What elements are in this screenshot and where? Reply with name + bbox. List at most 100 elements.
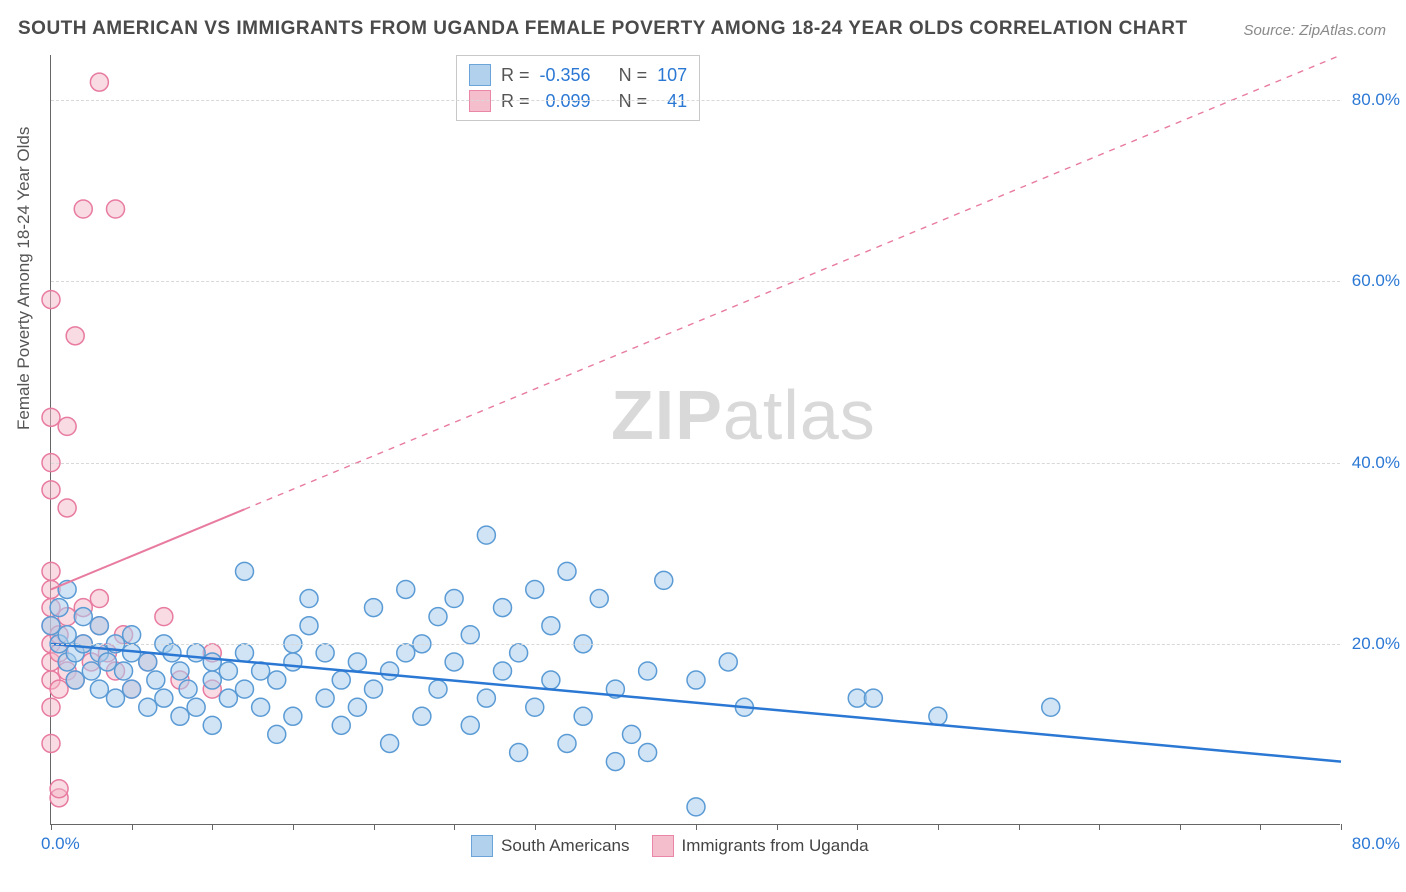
- data-point: [42, 562, 60, 580]
- data-point: [461, 716, 479, 734]
- swatch-series-a: [469, 64, 491, 86]
- data-point: [332, 671, 350, 689]
- data-point: [82, 662, 100, 680]
- gridline: [51, 281, 1340, 282]
- legend-item-b: Immigrants from Uganda: [652, 835, 869, 857]
- data-point: [74, 200, 92, 218]
- xtick: [454, 824, 455, 830]
- gridline: [51, 100, 1340, 101]
- data-point: [1042, 698, 1060, 716]
- data-point: [623, 725, 641, 743]
- ytick-label: 20.0%: [1352, 634, 1400, 654]
- data-point: [42, 698, 60, 716]
- data-point: [655, 571, 673, 589]
- y-axis-label: Female Poverty Among 18-24 Year Olds: [14, 127, 34, 430]
- data-point: [639, 744, 657, 762]
- data-point: [687, 671, 705, 689]
- legend-swatch-a: [471, 835, 493, 857]
- legend-label-a: South Americans: [501, 836, 630, 856]
- data-point: [171, 707, 189, 725]
- plot-area: ZIPatlas R = -0.356 N = 107 R = 0.099 N …: [50, 55, 1340, 825]
- gridline: [51, 463, 1340, 464]
- data-point: [381, 734, 399, 752]
- data-point: [445, 653, 463, 671]
- data-point: [42, 734, 60, 752]
- data-point: [42, 617, 60, 635]
- data-point: [107, 689, 125, 707]
- xtick-max-label: 80.0%: [1352, 834, 1400, 854]
- data-point: [139, 698, 157, 716]
- data-point: [542, 671, 560, 689]
- data-point: [50, 780, 68, 798]
- data-point: [219, 689, 237, 707]
- data-point: [365, 599, 383, 617]
- xtick: [1180, 824, 1181, 830]
- data-point: [397, 644, 415, 662]
- data-point: [42, 481, 60, 499]
- data-point: [50, 599, 68, 617]
- legend: South Americans Immigrants from Uganda: [471, 835, 869, 857]
- data-point: [510, 644, 528, 662]
- data-point: [284, 707, 302, 725]
- data-point: [203, 653, 221, 671]
- xtick: [132, 824, 133, 830]
- data-point: [171, 662, 189, 680]
- data-point: [461, 626, 479, 644]
- data-point: [147, 671, 165, 689]
- data-point: [50, 680, 68, 698]
- data-point: [429, 608, 447, 626]
- data-point: [58, 499, 76, 517]
- chart-title: SOUTH AMERICAN VS IMMIGRANTS FROM UGANDA…: [18, 18, 1188, 40]
- data-point: [252, 698, 270, 716]
- data-point: [163, 644, 181, 662]
- data-point: [574, 707, 592, 725]
- data-point: [348, 653, 366, 671]
- xtick: [696, 824, 697, 830]
- xtick: [51, 824, 52, 830]
- data-point: [66, 327, 84, 345]
- xtick: [1019, 824, 1020, 830]
- source-attribution: Source: ZipAtlas.com: [1243, 22, 1386, 39]
- data-point: [58, 417, 76, 435]
- data-point: [268, 671, 286, 689]
- data-point: [58, 626, 76, 644]
- correlation-stats-box: R = -0.356 N = 107 R = 0.099 N = 41: [456, 55, 700, 121]
- data-point: [316, 644, 334, 662]
- trend-line: [51, 644, 1341, 762]
- data-point: [74, 608, 92, 626]
- data-point: [66, 671, 84, 689]
- data-point: [510, 744, 528, 762]
- data-point: [494, 662, 512, 680]
- stats-row-series-a: R = -0.356 N = 107: [469, 62, 687, 88]
- ytick-label: 60.0%: [1352, 271, 1400, 291]
- data-point: [639, 662, 657, 680]
- r-value-a: -0.356: [540, 65, 591, 86]
- data-point: [526, 580, 544, 598]
- data-point: [300, 590, 318, 608]
- data-point: [558, 734, 576, 752]
- legend-label-b: Immigrants from Uganda: [682, 836, 869, 856]
- xtick: [615, 824, 616, 830]
- data-point: [139, 653, 157, 671]
- xtick: [293, 824, 294, 830]
- data-point: [848, 689, 866, 707]
- data-point: [477, 689, 495, 707]
- xtick-min-label: 0.0%: [41, 834, 80, 854]
- data-point: [284, 653, 302, 671]
- data-point: [203, 716, 221, 734]
- data-point: [526, 698, 544, 716]
- data-point: [90, 680, 108, 698]
- data-point: [236, 680, 254, 698]
- data-point: [542, 617, 560, 635]
- data-point: [687, 798, 705, 816]
- data-point: [316, 689, 334, 707]
- data-point: [98, 653, 116, 671]
- data-point: [236, 644, 254, 662]
- data-point: [90, 590, 108, 608]
- data-point: [558, 562, 576, 580]
- xtick: [1260, 824, 1261, 830]
- data-point: [590, 590, 608, 608]
- r-label: R =: [501, 65, 530, 86]
- xtick: [777, 824, 778, 830]
- xtick: [374, 824, 375, 830]
